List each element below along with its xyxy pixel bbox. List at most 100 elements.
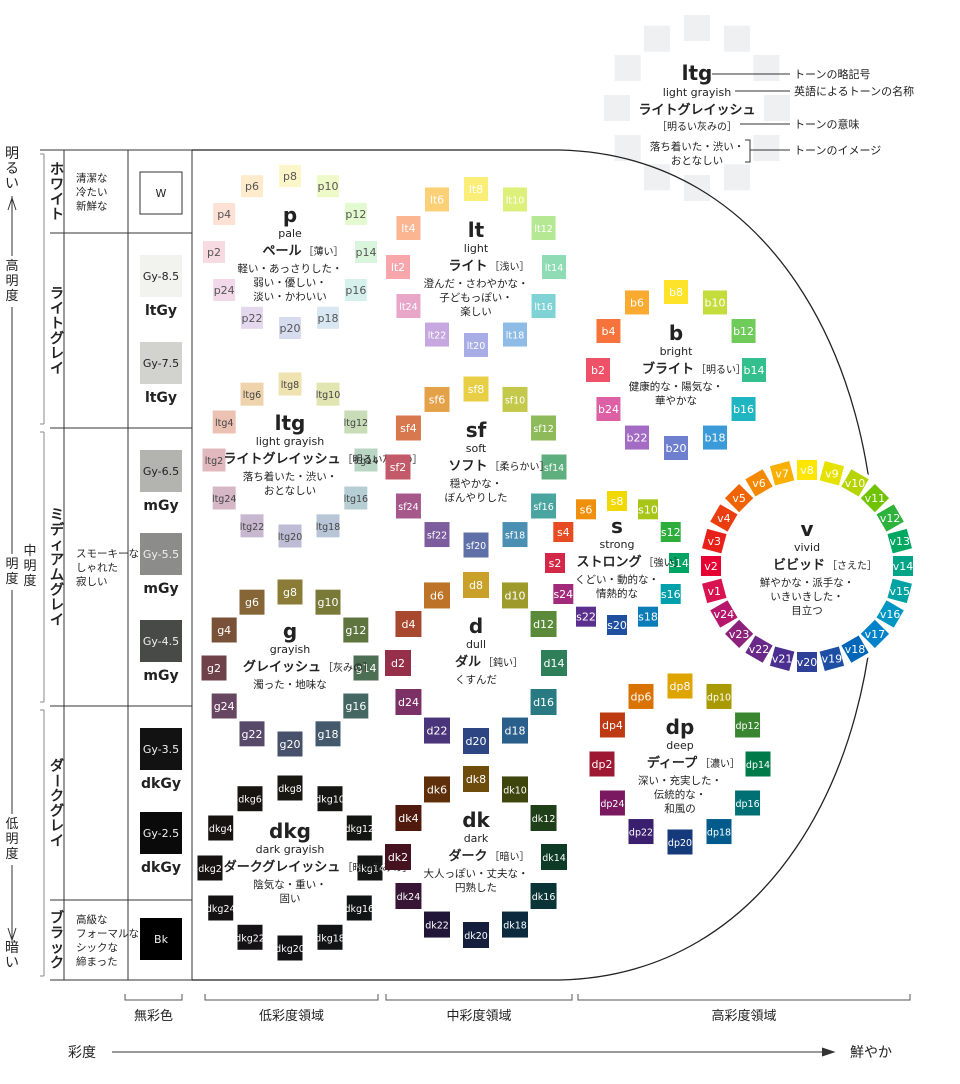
legend-callout: 英語によるトーンの名称	[794, 84, 914, 98]
tone-image: 伝統的な・	[654, 788, 707, 801]
swatch-label: dp6	[631, 690, 652, 703]
swatch-square	[589, 751, 615, 777]
neutral-swatch	[140, 450, 182, 492]
tone-jp-name: ライトグレイッシュ	[223, 451, 340, 467]
tone-image: 円熟した	[455, 881, 497, 894]
swatch-label: v1	[708, 585, 722, 598]
tone-meaning: ［鈍い］	[483, 656, 523, 669]
swatch-square	[860, 483, 890, 513]
neutral-swatch	[140, 255, 182, 297]
tone-swatch: lt24	[396, 294, 421, 318]
swatch-label: s22	[576, 611, 596, 624]
swatch-square	[745, 635, 773, 663]
swatch-square	[797, 460, 817, 480]
swatch-square	[463, 376, 489, 402]
tone-swatch: d20	[463, 728, 489, 754]
tone-swatch: dkg2	[197, 855, 223, 881]
tone-swatch: ltg6	[240, 382, 264, 406]
swatch-square	[316, 382, 340, 406]
axis-level-label: 中明度	[23, 544, 36, 589]
swatch-square	[703, 425, 727, 450]
swatch-label: d12	[533, 618, 554, 631]
swatch-square	[745, 469, 773, 497]
swatch-label: s2	[549, 557, 562, 570]
swatch-label: s8	[611, 495, 624, 508]
swatch-label: ltg14	[354, 456, 378, 467]
tone-swatch: p16	[344, 279, 367, 301]
swatch-label: v5	[732, 492, 746, 505]
tone-swatch: dp24	[599, 790, 625, 816]
swatch-label: s20	[607, 619, 627, 632]
swatch-label: v21	[772, 653, 793, 666]
swatch-label: v12	[880, 512, 901, 525]
swatch-label: dkg8	[278, 784, 302, 795]
legend-swatch	[724, 164, 750, 191]
tone-meaning: ［浅い］	[490, 260, 530, 273]
swatch-square	[395, 883, 422, 909]
tone-swatch: dp14	[745, 751, 771, 777]
swatch-label: dp10	[707, 692, 731, 703]
tone-swatch: d6	[424, 582, 450, 609]
tone-code: p	[283, 203, 297, 227]
swatch-square	[530, 611, 557, 637]
tone-swatch: ltg14	[354, 448, 378, 472]
tone-swatch: p12	[344, 203, 367, 225]
glyph: 明	[5, 832, 18, 847]
swatch-square	[502, 911, 528, 938]
swatch-label: d6	[430, 589, 444, 602]
tone-image: 大人っぽい・丈夫な・	[424, 867, 529, 880]
tone-swatch: v14	[893, 556, 914, 576]
swatch-square	[887, 528, 912, 554]
tone-swatch: dkg18	[315, 924, 345, 950]
tone-image: 子どもっぽい・	[439, 292, 513, 304]
region-bracket	[577, 994, 911, 1001]
region-label: 中彩度領域	[446, 1008, 511, 1024]
swatch-label: lt20	[467, 341, 485, 352]
tone-swatch: dp10	[706, 683, 732, 709]
swatch-label: g14	[356, 662, 377, 675]
swatch-label: v16	[880, 608, 901, 621]
tone-code: dk	[462, 808, 490, 832]
tone-swatch: p8	[279, 165, 301, 187]
neutral-swatch	[140, 342, 182, 384]
glyph: レ	[50, 598, 64, 614]
swatch-square	[212, 486, 236, 510]
swatch-label: dkg12	[344, 824, 374, 835]
swatch-label: sf12	[533, 424, 553, 435]
axis-label-bg	[4, 554, 20, 590]
swatch-label: d4	[401, 618, 415, 631]
swatch-label: lt10	[506, 195, 524, 206]
glyph: イ	[50, 301, 64, 317]
swatch-label: b10	[705, 296, 726, 309]
tone-swatch: p4	[213, 203, 236, 225]
tone-swatch: g4	[211, 617, 237, 643]
glyph: ィ	[50, 538, 64, 554]
swatch-square	[344, 279, 367, 301]
swatch-label: v15	[889, 585, 910, 598]
swatch-label: v19	[822, 653, 843, 666]
tone-swatch: d2	[385, 650, 411, 676]
swatch-square	[279, 317, 301, 339]
tone-swatch: s14	[669, 553, 689, 573]
tone-swatch: ltg2	[202, 448, 226, 472]
swatch-label: dp16	[735, 799, 759, 810]
tone-swatch: lt16	[531, 294, 556, 318]
swatch-square	[241, 306, 263, 329]
swatch-square	[203, 241, 225, 263]
tone-jp-name: ストロング	[576, 554, 641, 570]
swatch-square	[702, 578, 727, 604]
swatch-square	[425, 187, 449, 212]
swatch-square	[596, 319, 621, 343]
swatch-square	[531, 294, 556, 318]
tone-swatch: ltg18	[316, 514, 340, 538]
glyph: ト	[50, 207, 64, 223]
swatch-label: v14	[893, 560, 914, 573]
tone-swatch: d12	[530, 611, 557, 637]
tone-swatch: v3	[702, 528, 727, 554]
glyph: る	[5, 161, 19, 177]
tone-image: 和風の	[664, 803, 696, 815]
neutral-label: dkGy	[141, 860, 181, 876]
swatch-label: sf20	[466, 541, 486, 552]
tone-swatch: d18	[502, 717, 528, 744]
